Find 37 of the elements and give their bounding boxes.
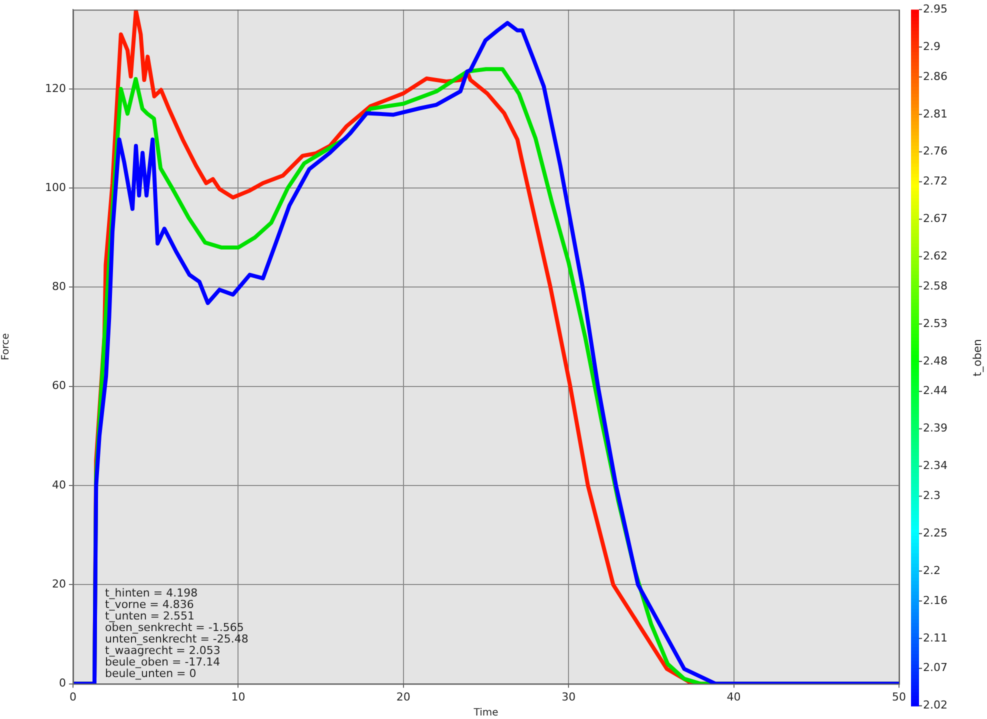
color-bar-title: t_oben	[970, 339, 984, 376]
y-tick-label: 20	[52, 578, 66, 591]
x-tick-label: 10	[231, 690, 246, 704]
color-bar-label: 2.25	[923, 526, 948, 540]
color-bar-label: 2.39	[923, 422, 948, 435]
color-bar-label: 2.44	[923, 384, 948, 398]
color-bar-label: 2.86	[923, 70, 948, 83]
color-bar-label: 2.53	[923, 316, 948, 330]
color-bar-label: 2.11	[923, 631, 948, 644]
color-bar-label: 2.81	[923, 107, 948, 120]
color-bar-label: 2.67	[923, 212, 948, 226]
color-bar-label: 2.62	[923, 250, 948, 262]
color-bar-label: 2.07	[923, 661, 948, 674]
color-bar-label: 2.48	[923, 354, 948, 368]
y-axis-title: Force	[0, 333, 12, 360]
color-bar-label: 2.9	[923, 40, 940, 53]
x-tick-label: 20	[396, 690, 410, 704]
color-bar-label: 2.02	[923, 698, 948, 712]
color-bar-label: 2.34	[923, 459, 948, 472]
x-tick-label: 0	[69, 690, 76, 704]
y-tick-label: 60	[52, 379, 66, 392]
color-bar-label: 2.76	[923, 144, 948, 158]
y-tick-label: 120	[44, 82, 66, 95]
y-tick-label: 40	[52, 478, 66, 492]
color-bar-label: 2.16	[923, 594, 948, 607]
color-bar-label: 2.3	[923, 489, 940, 502]
y-tick-label: 100	[44, 180, 66, 194]
x-axis-title: Time	[472, 708, 498, 719]
y-tick-label: 0	[58, 676, 66, 690]
color-bar-label: 2.2	[923, 564, 940, 577]
x-tick-label: 40	[726, 690, 741, 704]
color-bar-label: 2.58	[923, 279, 948, 292]
color-bar-label: 2.95	[923, 2, 948, 16]
y-tick-label: 80	[52, 280, 66, 294]
x-tick-label: 30	[562, 690, 576, 704]
color-bar-label: 2.72	[923, 174, 948, 188]
x-tick-label: 50	[892, 690, 906, 704]
